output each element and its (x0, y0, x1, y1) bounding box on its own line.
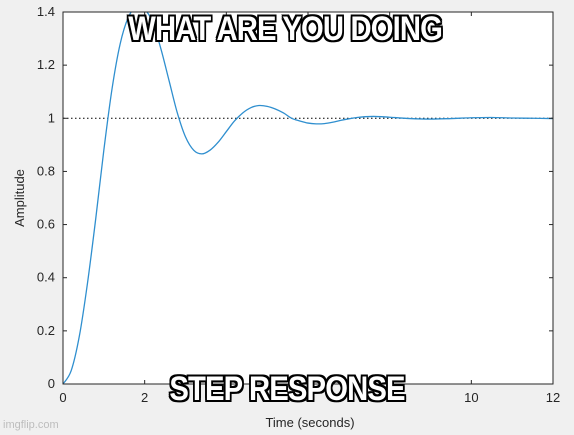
tick-layer: 0 2 4 6 8 10 12 0 0.2 0.4 0.6 0.8 1 1.2 1.4 (37, 4, 560, 405)
y-tick-label: 1.2 (37, 57, 55, 72)
x-tick-label: 10 (464, 390, 478, 405)
step-response-line (63, 12, 553, 384)
x-tick-label: 4 (223, 390, 230, 405)
y-tick-label: 0.4 (37, 270, 55, 285)
x-tick-label: 0 (59, 390, 66, 405)
x-tick-label: 6 (304, 390, 311, 405)
watermark: imgflip.com (3, 419, 59, 431)
y-tick-label: 0.8 (37, 163, 55, 178)
y-tick-label: 0 (48, 376, 55, 391)
y-tick-label: 1 (48, 110, 55, 125)
x-tick-label: 12 (546, 390, 560, 405)
plot-area (63, 12, 553, 384)
y-axis-label: Amplitude (12, 169, 27, 227)
x-tick-label: 8 (386, 390, 393, 405)
meme-caption-bottom: STEP RESPONSE (169, 370, 405, 408)
y-tick-label: 0.6 (37, 217, 55, 232)
y-tick-label: 0.2 (37, 323, 55, 338)
x-tick-label: 2 (141, 390, 148, 405)
series-layer (63, 12, 553, 384)
x-axis-label: Time (seconds) (265, 415, 354, 430)
y-tick-label: 1.4 (37, 4, 55, 19)
meme-caption-top: WHAT ARE YOU DOING (128, 10, 443, 48)
